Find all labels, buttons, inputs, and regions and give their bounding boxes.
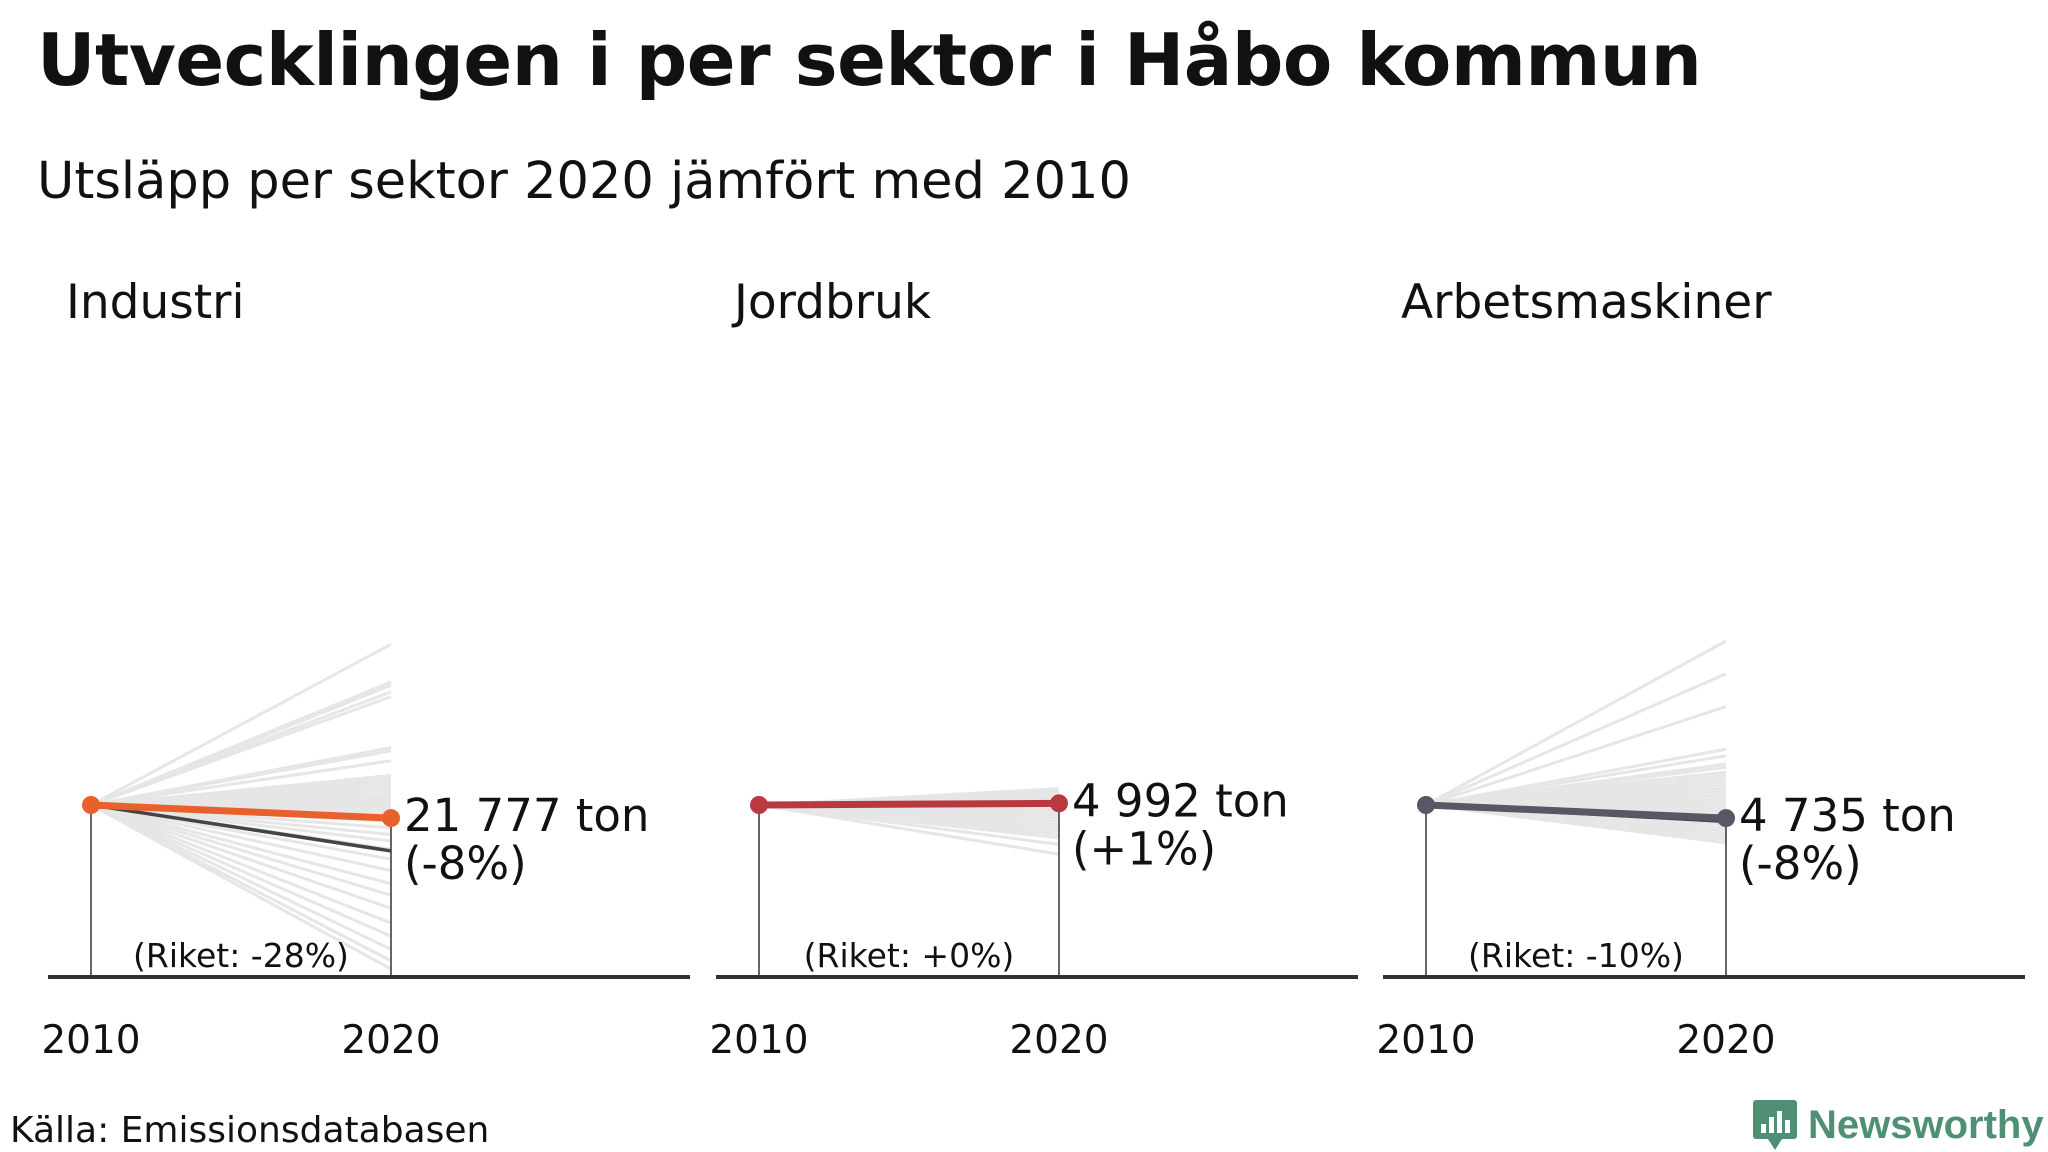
national-change-label: (Riket: -28%) [133, 936, 349, 975]
chart-subtitle: Utsläpp per sektor 2020 jämfört med 2010 [37, 152, 1131, 211]
municipality-line [1422, 801, 1730, 822]
end-value-label: 4 992 ton [1072, 774, 1289, 827]
background-line [90, 803, 392, 925]
background-line [1425, 803, 1727, 845]
background-line [90, 803, 392, 971]
point-2020 [1050, 794, 1068, 813]
national-change-label: (Riket: +0%) [804, 936, 1015, 975]
bar-chart-pin-icon [1753, 1100, 1797, 1150]
change-label: (+1%) [1072, 822, 1216, 875]
background-line [90, 642, 392, 807]
background-line [90, 695, 392, 807]
panel-title: Industri [66, 275, 245, 330]
background-line [90, 803, 392, 951]
background-line [1425, 639, 1727, 807]
change-label: (-8%) [404, 837, 527, 890]
background-line [1425, 705, 1727, 807]
tick-label-2020: 2020 [1009, 1018, 1108, 1063]
background-line [90, 759, 392, 807]
end-value-label: 21 777 ton [404, 789, 649, 842]
municipality-line [755, 799, 1063, 809]
background-line [1425, 672, 1727, 807]
background-line [90, 803, 392, 910]
point-2010 [82, 796, 100, 814]
source-note: Källa: Emissionsdatabasen [10, 1110, 490, 1151]
brand-name: Newsworthy [1808, 1102, 2044, 1147]
tick-label-2020: 2020 [1676, 1018, 1775, 1063]
change-label: (-8%) [1739, 837, 1862, 890]
point-2010 [1417, 796, 1435, 814]
background-line [90, 803, 392, 886]
tick-label-2010: 2010 [709, 1018, 808, 1063]
point-2020 [1717, 809, 1735, 828]
background-line [90, 803, 392, 873]
background-line [90, 749, 392, 807]
background-line [90, 803, 392, 897]
background-line [758, 803, 1060, 856]
newsworthy-logo: Newsworthy [1752, 1098, 2044, 1152]
chart-title: Utvecklingen i per sektor i Håbo kommun [37, 18, 1702, 102]
tick-label-2010: 2010 [41, 1018, 140, 1063]
national-line [90, 803, 392, 853]
background-line [90, 803, 392, 938]
municipality-line [87, 801, 395, 822]
national-change-label: (Riket: -10%) [1468, 936, 1684, 975]
end-value-label: 4 735 ton [1739, 789, 1956, 842]
background-line [758, 803, 1060, 846]
point-2020 [382, 809, 400, 828]
tick-label-2010: 2010 [1376, 1018, 1475, 1063]
panel-title: Jordbruk [731, 275, 932, 330]
panel-title: Arbetsmaskiner [1401, 275, 1772, 330]
point-2010 [750, 796, 768, 814]
tick-label-2020: 2020 [341, 1018, 440, 1063]
